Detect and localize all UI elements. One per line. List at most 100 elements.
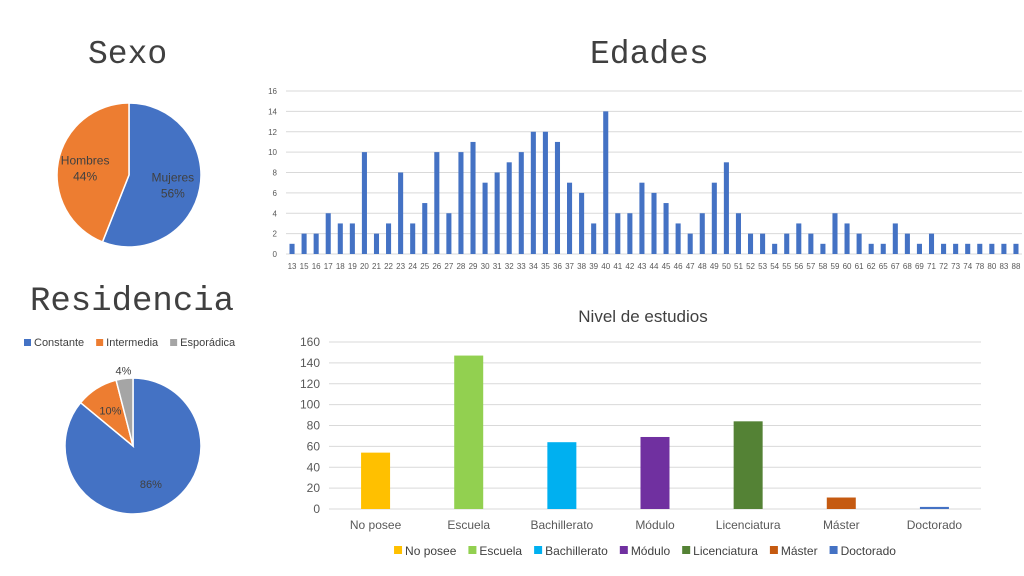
edades-bar bbox=[651, 192, 657, 254]
edades-x-tick-label: 73 bbox=[951, 262, 960, 271]
edades-bar bbox=[892, 223, 898, 254]
nivel-legend-label-7: Doctorado bbox=[841, 544, 897, 558]
edades-bar bbox=[591, 223, 597, 254]
edades-bar bbox=[904, 233, 910, 254]
nivel-x-tick-label: Máster bbox=[823, 518, 860, 532]
edades-y-tick-label: 4 bbox=[273, 209, 278, 218]
edades-x-tick-label: 60 bbox=[843, 262, 852, 271]
edades-x-tick-label: 74 bbox=[963, 262, 972, 271]
edades-x-tick-label: 48 bbox=[698, 262, 707, 271]
nivel-bar-3 bbox=[547, 442, 577, 509]
edades-bar bbox=[928, 233, 935, 254]
nivel-x-tick-label: Doctorado bbox=[907, 518, 963, 532]
nivel-y-tick-label: 120 bbox=[300, 377, 320, 391]
edades-x-tick-label: 58 bbox=[818, 262, 827, 271]
edades-bar bbox=[422, 203, 428, 254]
pie-label-intermedia: 10% bbox=[99, 405, 121, 417]
edades-x-tick-label: 17 bbox=[324, 262, 333, 271]
edades-x-tick-label: 49 bbox=[710, 262, 719, 271]
edades-bar bbox=[687, 233, 693, 254]
edades-bar bbox=[518, 152, 524, 254]
edades-x-tick-label: 28 bbox=[456, 262, 465, 271]
edades-x-tick-label: 35 bbox=[541, 262, 550, 271]
edades-bar bbox=[856, 233, 862, 254]
legend-swatch-esporádica bbox=[170, 339, 178, 346]
edades-y-tick-label: 16 bbox=[268, 87, 277, 96]
edades-bar bbox=[808, 233, 814, 254]
edades-x-tick-label: 61 bbox=[855, 262, 864, 271]
edades-bar bbox=[735, 213, 741, 254]
edades-bar bbox=[711, 182, 717, 254]
edades-bar bbox=[494, 172, 500, 254]
edades-bar bbox=[301, 233, 307, 254]
nivel-legend-swatch-5 bbox=[682, 546, 691, 554]
sexo-heading: Sexo bbox=[88, 36, 168, 73]
edades-y-tick-label: 8 bbox=[273, 169, 278, 178]
pie-slice-mujeres bbox=[101, 102, 202, 248]
edades-x-tick-label: 71 bbox=[927, 262, 936, 271]
edades-x-tick-label: 38 bbox=[577, 262, 586, 271]
edades-y-tick-label: 0 bbox=[273, 250, 278, 259]
edades-x-tick-label: 45 bbox=[662, 262, 671, 271]
nivel-legend-swatch-1 bbox=[394, 546, 403, 554]
edades-bar bbox=[313, 233, 319, 254]
nivel-legend-swatch-4 bbox=[619, 546, 628, 554]
edades-x-tick-label: 72 bbox=[939, 262, 948, 271]
edades-x-tick-label: 52 bbox=[746, 262, 755, 271]
edades-bar bbox=[675, 223, 681, 254]
edades-x-tick-label: 51 bbox=[734, 262, 743, 271]
edades-bar bbox=[458, 152, 464, 254]
edades-x-tick-label: 31 bbox=[493, 262, 502, 271]
edades-bar bbox=[1013, 243, 1019, 254]
legend-label-intermedia: Intermedia bbox=[106, 337, 159, 349]
edades-bar bbox=[844, 223, 850, 254]
edades-x-tick-label: 39 bbox=[589, 262, 598, 271]
edades-x-tick-label: 32 bbox=[505, 262, 514, 271]
pie-slice-hombres bbox=[56, 102, 130, 243]
edades-x-tick-label: 54 bbox=[770, 262, 779, 271]
nivel-x-tick-label: Licenciatura bbox=[716, 518, 781, 532]
pie-slice-esporádica bbox=[115, 377, 134, 447]
edades-x-tick-label: 83 bbox=[999, 262, 1008, 271]
edades-x-tick-label: 16 bbox=[312, 262, 321, 271]
edades-x-tick-label: 33 bbox=[517, 262, 526, 271]
edades-x-tick-label: 50 bbox=[722, 262, 731, 271]
edades-x-tick-label: 29 bbox=[469, 262, 478, 271]
edades-bar bbox=[699, 213, 705, 254]
edades-x-tick-label: 13 bbox=[288, 262, 297, 271]
edades-bar bbox=[398, 172, 404, 254]
legend-label-esporádica: Esporádica bbox=[180, 337, 236, 349]
edades-bar bbox=[530, 131, 536, 254]
pie-label-hombres: Hombres 44% bbox=[61, 154, 110, 184]
edades-x-tick-label: 46 bbox=[674, 262, 683, 271]
nivel-y-tick-label: 0 bbox=[313, 502, 320, 516]
nivel-y-tick-label: 60 bbox=[307, 439, 321, 453]
edades-x-tick-label: 24 bbox=[408, 262, 417, 271]
nivel-x-tick-label: No posee bbox=[350, 518, 402, 532]
nivel-legend-swatch-2 bbox=[468, 546, 477, 554]
legend-swatch-constante bbox=[24, 339, 31, 346]
edades-x-tick-label: 59 bbox=[831, 262, 840, 271]
edades-x-tick-label: 41 bbox=[613, 262, 622, 271]
edades-heading: Edades bbox=[590, 36, 709, 73]
nivel-legend-swatch-3 bbox=[534, 546, 543, 554]
nivel-legend-label-1: No posee bbox=[405, 544, 457, 558]
edades-x-tick-label: 47 bbox=[686, 262, 695, 271]
edades-bar bbox=[977, 243, 983, 254]
nivel-y-tick-label: 160 bbox=[300, 335, 320, 349]
pie-label-mujeres: Mujeres 56% bbox=[152, 170, 195, 200]
edades-x-tick-label: 53 bbox=[758, 262, 767, 271]
edades-bar bbox=[554, 141, 561, 254]
nivel-legend-swatch-7 bbox=[829, 546, 838, 554]
edades-x-tick-label: 20 bbox=[360, 262, 369, 271]
nivel-y-tick-label: 20 bbox=[307, 481, 321, 495]
edades-y-tick-label: 2 bbox=[273, 230, 278, 239]
nivel-bar-7 bbox=[919, 506, 949, 509]
edades-x-tick-label: 56 bbox=[794, 262, 803, 271]
edades-bar bbox=[434, 152, 440, 254]
edades-bar bbox=[953, 243, 959, 254]
edades-bar bbox=[542, 131, 548, 254]
nivel-y-tick-label: 40 bbox=[307, 460, 321, 474]
edades-bar bbox=[639, 182, 645, 254]
